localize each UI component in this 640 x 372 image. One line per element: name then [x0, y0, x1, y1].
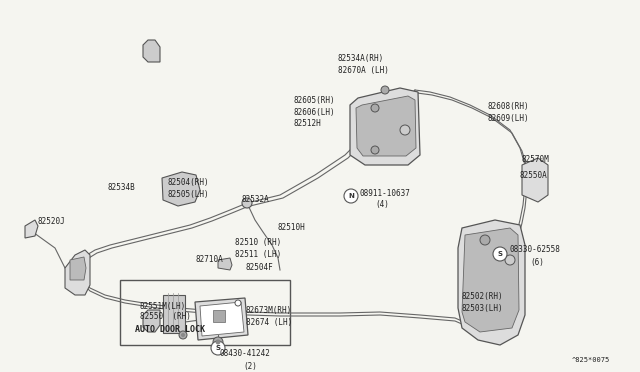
Text: 82670A (LH): 82670A (LH) — [338, 65, 389, 74]
Polygon shape — [522, 158, 548, 202]
Text: 08330-62558: 08330-62558 — [509, 246, 560, 254]
Circle shape — [213, 337, 223, 347]
Text: 08430-41242: 08430-41242 — [220, 350, 271, 359]
Text: 82510 (RH): 82510 (RH) — [235, 238, 281, 247]
Polygon shape — [162, 172, 200, 206]
Circle shape — [181, 333, 185, 337]
Text: 82503(LH): 82503(LH) — [462, 304, 504, 312]
Bar — [163, 295, 185, 333]
Text: 08911-10637: 08911-10637 — [360, 189, 411, 198]
Text: N: N — [348, 193, 354, 199]
Polygon shape — [356, 96, 416, 156]
Text: 82710A: 82710A — [196, 256, 224, 264]
Text: 82504(RH): 82504(RH) — [168, 177, 210, 186]
Text: 82551M(LH): 82551M(LH) — [140, 301, 186, 311]
Bar — [120, 280, 290, 345]
Circle shape — [242, 198, 252, 208]
Polygon shape — [462, 228, 519, 332]
Bar — [213, 310, 225, 322]
Circle shape — [381, 86, 389, 94]
Circle shape — [400, 125, 410, 135]
Text: 82512H: 82512H — [293, 119, 321, 128]
Text: 82609(LH): 82609(LH) — [488, 115, 530, 124]
Polygon shape — [218, 258, 232, 270]
Text: 82505(LH): 82505(LH) — [168, 189, 210, 199]
Text: 82570M: 82570M — [522, 155, 550, 164]
Circle shape — [371, 104, 379, 112]
Text: 82534A(RH): 82534A(RH) — [338, 54, 384, 62]
Polygon shape — [143, 40, 160, 62]
Circle shape — [493, 247, 507, 261]
Polygon shape — [65, 250, 90, 295]
Circle shape — [480, 235, 490, 245]
Text: 82534B: 82534B — [108, 183, 136, 192]
Text: 82502(RH): 82502(RH) — [462, 292, 504, 301]
Text: 82520J: 82520J — [38, 218, 66, 227]
Polygon shape — [195, 298, 248, 340]
Text: (6): (6) — [530, 259, 544, 267]
Text: ^825*0075: ^825*0075 — [572, 357, 611, 363]
Circle shape — [216, 340, 221, 344]
Text: AUTO DOOR LOCK: AUTO DOOR LOCK — [135, 326, 205, 334]
Text: 82608(RH): 82608(RH) — [488, 103, 530, 112]
Polygon shape — [200, 302, 244, 336]
Circle shape — [344, 189, 358, 203]
Polygon shape — [350, 88, 420, 165]
Circle shape — [179, 331, 187, 339]
Circle shape — [371, 146, 379, 154]
Polygon shape — [143, 310, 160, 332]
Text: S: S — [497, 251, 502, 257]
Text: 82674 (LH): 82674 (LH) — [246, 317, 292, 327]
Text: 82550A: 82550A — [519, 170, 547, 180]
Text: (2): (2) — [243, 362, 257, 372]
Text: 82511 (LH): 82511 (LH) — [235, 250, 281, 260]
Text: S: S — [216, 345, 221, 351]
Text: 82605(RH): 82605(RH) — [293, 96, 335, 105]
Polygon shape — [458, 220, 525, 345]
Text: (4): (4) — [375, 201, 389, 209]
Text: 82532A: 82532A — [242, 196, 269, 205]
Text: 82550  (RH): 82550 (RH) — [140, 312, 191, 321]
Circle shape — [235, 300, 241, 306]
Circle shape — [211, 341, 225, 355]
Text: 82673M(RH): 82673M(RH) — [246, 305, 292, 314]
Polygon shape — [25, 220, 38, 238]
Polygon shape — [70, 257, 86, 280]
Text: 82504F: 82504F — [245, 263, 273, 272]
Circle shape — [505, 255, 515, 265]
Text: 82606(LH): 82606(LH) — [293, 108, 335, 116]
Text: 82510H: 82510H — [277, 224, 305, 232]
